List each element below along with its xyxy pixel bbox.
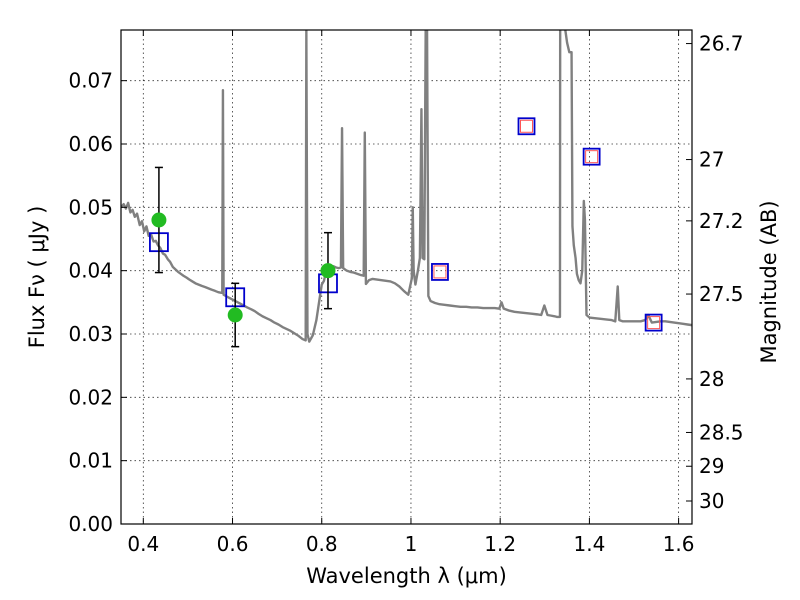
spectrum-layer [121, 30, 692, 343]
x-tick-label: 0.4 [127, 532, 159, 556]
grid-lines [121, 30, 692, 524]
observed-point [227, 307, 243, 323]
x-tick-label: 0.6 [217, 532, 249, 556]
y2-axis-label: Magnitude (AB) [757, 200, 781, 363]
model-point-inner [585, 150, 599, 164]
y-tick-label: 0.01 [68, 449, 113, 473]
model-point [644, 313, 663, 332]
x-tick-label: 1.4 [573, 532, 605, 556]
y-tick-label: 0.07 [68, 69, 113, 93]
x-axis-label: Wavelength λ (μm) [306, 564, 507, 588]
x-tick-label: 1.2 [484, 532, 516, 556]
y2-tick-label: 29 [699, 454, 724, 478]
model-point-inner [647, 316, 661, 330]
y2-tick-label: 27 [699, 148, 724, 172]
y2-tick-label: 27.5 [699, 282, 744, 306]
y2-tick-label: 26.7 [699, 32, 744, 56]
tick-labels: 0.4 0.6 0.8 1 1.2 1.4 1.6 0.00 0.01 0.02 0.03 0.04 0… [68, 32, 743, 556]
x-tick-label: 1.6 [663, 532, 695, 556]
plot-frame [120, 29, 693, 525]
y2-tick-label: 28 [699, 367, 724, 391]
y2-tick-label: 28.5 [699, 420, 744, 444]
model-point [517, 117, 536, 136]
x-tick-label: 0.8 [306, 532, 338, 556]
y2-tick-label: 27.2 [699, 209, 744, 233]
y-tick-label: 0.06 [68, 132, 113, 156]
observed-points [151, 166, 336, 348]
model-point-inner [519, 119, 533, 133]
y2-tick-label: 30 [699, 489, 724, 513]
plot-area [121, 30, 692, 348]
model-point-inner [433, 265, 447, 279]
observed-point [320, 263, 336, 279]
model-point [431, 263, 449, 281]
model-point [582, 147, 601, 166]
y-tick-label: 0.03 [68, 322, 113, 346]
y-tick-label: 0.04 [68, 259, 113, 283]
y-tick-label: 0.02 [68, 385, 113, 409]
axis-ticks [121, 30, 692, 525]
y-axis-label: Flux Fν ( μJy ) [25, 206, 49, 349]
spectrum-line [121, 30, 692, 343]
y-tick-label: 0.00 [68, 512, 113, 536]
x-tick-label: 1 [405, 532, 418, 556]
observed-point [151, 212, 167, 228]
y-tick-label: 0.05 [68, 195, 113, 219]
